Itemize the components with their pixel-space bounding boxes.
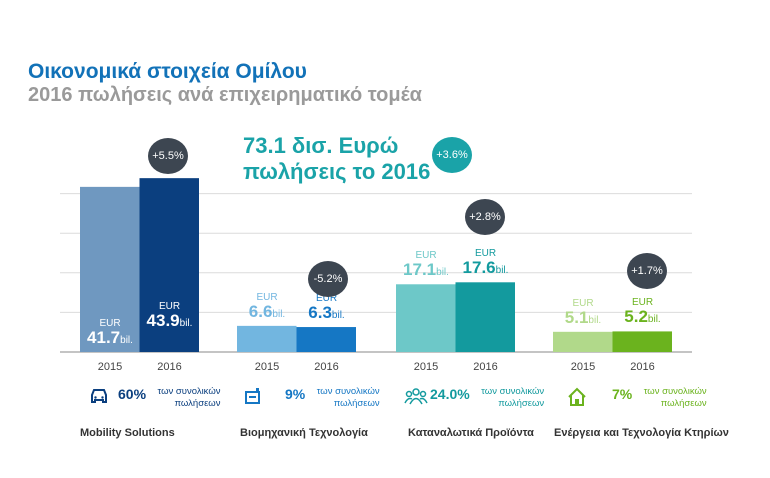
total-change-bubble: +3.6% <box>432 137 472 173</box>
currency-label: EUR <box>474 248 497 260</box>
unit: bil. <box>331 310 345 322</box>
currency-label: EUR <box>631 297 654 309</box>
unit: bil. <box>495 265 509 277</box>
value: 43.9 <box>146 311 180 331</box>
sales-share: 9% των συνολικών πωλήσεων <box>285 386 380 410</box>
unit: bil. <box>120 334 133 346</box>
value-label: EUR 6.3bil. <box>297 294 357 322</box>
currency-label: EUR <box>99 317 121 329</box>
bar-3-2016 <box>612 331 672 352</box>
bar-3-2015 <box>553 331 613 352</box>
change-bubble: +2.8% <box>465 199 505 235</box>
page-subtitle: 2016 πωλήσεις ανά επιχειρηματικό τομέα <box>28 84 422 106</box>
value: 5.2 <box>624 307 648 327</box>
value-label: EUR 5.1bil. <box>553 297 613 327</box>
share-text: των συνολικών πωλήσεων <box>157 386 221 409</box>
x-tick-label: 2015 <box>570 361 596 373</box>
value: 5.1 <box>564 307 589 327</box>
share-percent: 7% <box>612 386 633 402</box>
unit: bil. <box>179 318 193 330</box>
x-tick-label: 2016 <box>314 361 339 373</box>
value: 17.6 <box>462 258 496 278</box>
bar-0-2015 <box>80 186 140 352</box>
sales-share: 7% των συνολικών πωλήσεων <box>612 386 707 410</box>
page-title: Οικονομικά στοιχεία Ομίλου <box>28 60 307 83</box>
share-text: των συνολικών πωλήσεων <box>643 386 707 409</box>
sales-share: 60% των συνολικών πωλήσεων <box>118 386 220 410</box>
value: 17.1 <box>403 260 437 280</box>
change-bubble: -5.2% <box>308 261 348 297</box>
currency-label: EUR <box>572 297 594 309</box>
people-icon <box>404 387 428 410</box>
bar-2-2016 <box>455 282 515 352</box>
currency-label: EUR <box>158 301 181 313</box>
value-label: EUR 17.1bil. <box>396 251 456 279</box>
value: 6.6 <box>248 301 273 321</box>
x-tick-label: 2016 <box>630 361 655 373</box>
car-icon <box>88 387 110 410</box>
bar-1-2015 <box>237 325 297 352</box>
x-tick-label: 2016 <box>473 361 498 373</box>
house-icon <box>567 387 587 412</box>
value: 41.7 <box>87 327 121 347</box>
unit: bil. <box>272 308 286 320</box>
share-text: των συνολικών πωλήσεων <box>481 386 545 409</box>
share-percent: 60% <box>118 386 147 402</box>
bar-2-2015 <box>396 284 456 352</box>
share-text: των συνολικών πωλήσεων <box>316 386 380 409</box>
share-percent: 24.0% <box>430 386 470 402</box>
x-tick-label: 2015 <box>254 361 280 373</box>
unit: bil. <box>436 267 449 279</box>
value-label: EUR 6.6bil. <box>237 291 297 321</box>
currency-label: EUR <box>256 291 278 303</box>
total-sales-headline: 73.1 δισ. Ευρώ πωλήσεις το 2016 <box>243 133 430 185</box>
bar-0-2016 <box>139 178 199 352</box>
segment-name: Ενέργεια και Τεχνολογία Κτηρίων <box>554 427 729 439</box>
x-tick-label: 2015 <box>413 361 439 373</box>
segment-name: Βιομηχανική Τεχνολογία <box>240 427 368 439</box>
value-label: EUR 41.7bil. <box>80 317 140 347</box>
headline-line1: 73.1 δισ. Ευρώ <box>243 133 399 158</box>
change-bubble: +5.5% <box>148 138 188 174</box>
bar-1-2016 <box>296 327 356 352</box>
value-label: EUR 17.6bil. <box>456 249 516 277</box>
x-tick-label: 2015 <box>97 361 123 373</box>
headline-line2: πωλήσεις το 2016 <box>243 159 431 184</box>
change-bubble: +1.7% <box>627 253 667 289</box>
currency-label: EUR <box>415 250 437 262</box>
segment-name: Mobility Solutions <box>80 427 175 439</box>
unit: bil. <box>647 314 661 326</box>
factory-icon <box>244 387 262 410</box>
currency-label: EUR <box>315 293 338 305</box>
value-label: EUR 5.2bil. <box>613 298 673 326</box>
segment-name: Καταναλωτικά Προϊόντα <box>408 427 534 439</box>
sales-share: 24.0% των συνολικών πωλήσεων <box>430 386 544 410</box>
value-label: EUR 43.9bil. <box>140 302 200 330</box>
value: 6.3 <box>308 303 332 323</box>
x-tick-label: 2016 <box>157 361 182 373</box>
unit: bil. <box>588 314 602 326</box>
share-percent: 9% <box>285 386 306 402</box>
